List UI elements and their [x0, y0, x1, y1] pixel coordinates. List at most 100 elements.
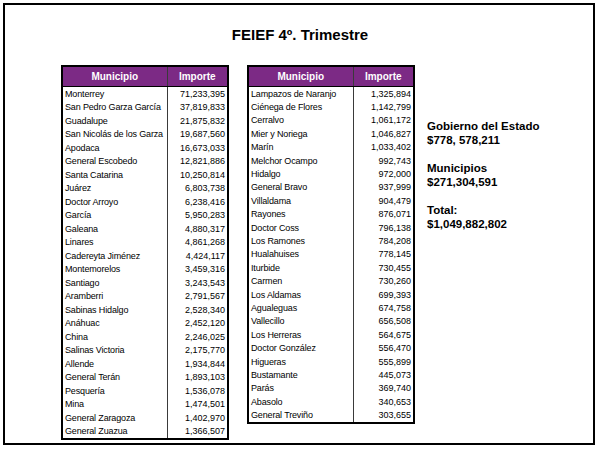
importe-cell: 340,653	[353, 395, 414, 408]
importe-cell: 3,243,543	[167, 276, 228, 290]
table-row: Los Herreras564,675	[248, 328, 414, 341]
summary-label: Municipios	[427, 161, 539, 175]
table-row: Aramberri2,791,567	[62, 290, 228, 304]
table-row: Iturbide730,455	[248, 261, 414, 274]
importe-cell: 71,233,395	[167, 87, 228, 101]
municipality-cell: Doctor González	[248, 341, 353, 354]
table-row: Doctor Coss796,138	[248, 221, 414, 234]
importe-cell: 4,861,268	[167, 236, 228, 250]
importe-cell: 796,138	[353, 221, 414, 234]
importe-cell: 1,366,507	[167, 425, 228, 440]
table-row: San Pedro Garza García37,819,833	[62, 101, 228, 115]
importe-cell: 303,655	[353, 408, 414, 422]
importe-cell: 1,402,970	[167, 411, 228, 425]
table-row: General Bravo937,999	[248, 181, 414, 194]
importe-cell: 445,073	[353, 368, 414, 381]
municipality-cell: Juárez	[62, 182, 167, 196]
table-row: Parás369,740	[248, 382, 414, 395]
importe-cell: 555,899	[353, 355, 414, 368]
importe-cell: 556,470	[353, 341, 414, 354]
table-row: General Terán1,893,103	[62, 371, 228, 385]
table-row: General Escobedo12,821,886	[62, 155, 228, 169]
importe-cell: 972,000	[353, 167, 414, 180]
municipality-cell: Los Ramones	[248, 234, 353, 247]
table-row: Vallecillo656,508	[248, 315, 414, 328]
importe-cell: 937,999	[353, 181, 414, 194]
municipality-cell: Mina	[62, 398, 167, 412]
municipality-cell: Doctor Coss	[248, 221, 353, 234]
importe-cell: 369,740	[353, 382, 414, 395]
municipality-cell: García	[62, 209, 167, 223]
municipality-cell: Monterrey	[62, 87, 167, 101]
importe-cell: 1,474,501	[167, 398, 228, 412]
table-row: Juárez6,803,738	[62, 182, 228, 196]
importe-cell: 16,673,033	[167, 141, 228, 155]
table-row: Rayones876,071	[248, 208, 414, 221]
table-row: Ciénega de Flores1,142,799	[248, 100, 414, 113]
table-row: Bustamante445,073	[248, 368, 414, 381]
municipality-cell: Linares	[62, 236, 167, 250]
summary-value: $778, 578,211	[427, 133, 539, 147]
importe-cell: 656,508	[353, 315, 414, 328]
table-row: Linares4,861,268	[62, 236, 228, 250]
table-header-row: Municipio Importe	[62, 66, 228, 87]
municipality-cell: Abasolo	[248, 395, 353, 408]
municipality-cell: Melchor Ocampo	[248, 154, 353, 167]
table-row: Cerralvo1,061,172	[248, 114, 414, 127]
table-row: Santiago3,243,543	[62, 276, 228, 290]
table-row: Doctor González556,470	[248, 341, 414, 354]
municipality-cell: Hualahuises	[248, 248, 353, 261]
table-row: Apodaca16,673,033	[62, 141, 228, 155]
table-row: Pesquería1,536,078	[62, 384, 228, 398]
importe-cell: 10,250,814	[167, 168, 228, 182]
importe-cell: 3,459,316	[167, 263, 228, 277]
summary-gobierno: Gobierno del Estado $778, 578,211	[427, 119, 539, 147]
table-row: Abasolo340,653	[248, 395, 414, 408]
municipality-table-left: Municipio Importe Monterrey71,233,395San…	[61, 65, 229, 440]
municipality-cell: Bustamante	[248, 368, 353, 381]
municipality-cell: Santiago	[62, 276, 167, 290]
page-title: FEIEF 4º. Trimestre	[0, 26, 600, 43]
municipality-cell: Santa Catarina	[62, 168, 167, 182]
importe-cell: 6,238,416	[167, 195, 228, 209]
column-header-municipio: Municipio	[248, 66, 353, 87]
summary-value: $271,304,591	[427, 175, 539, 189]
table-row: China2,246,025	[62, 330, 228, 344]
table-row: Cadereyta Jiménez4,424,117	[62, 249, 228, 263]
municipality-cell: Apodaca	[62, 141, 167, 155]
municipality-cell: Higueras	[248, 355, 353, 368]
municipality-cell: Allende	[62, 357, 167, 371]
importe-cell: 2,246,025	[167, 330, 228, 344]
column-header-importe: Importe	[167, 66, 228, 87]
table-row: Higueras555,899	[248, 355, 414, 368]
municipality-cell: General Terán	[62, 371, 167, 385]
municipality-cell: General Treviño	[248, 408, 353, 422]
table-row: Agualeguas674,758	[248, 301, 414, 314]
table-row: Guadalupe21,875,832	[62, 114, 228, 128]
importe-cell: 1,325,894	[353, 87, 414, 101]
municipality-cell: Guadalupe	[62, 114, 167, 128]
table-row: Montemorelos3,459,316	[62, 263, 228, 277]
municipality-cell: China	[62, 330, 167, 344]
municipality-cell: General Zuazua	[62, 425, 167, 440]
importe-cell: 37,819,833	[167, 101, 228, 115]
importe-cell: 778,145	[353, 248, 414, 261]
municipality-cell: Hidalgo	[248, 167, 353, 180]
summary-label: Total:	[427, 203, 539, 217]
importe-cell: 730,260	[353, 274, 414, 287]
table-row: Los Aldamas699,393	[248, 288, 414, 301]
importe-cell: 784,208	[353, 234, 414, 247]
municipality-cell: Mier y Noriega	[248, 127, 353, 140]
importe-cell: 674,758	[353, 301, 414, 314]
importe-cell: 12,821,886	[167, 155, 228, 169]
importe-cell: 21,875,832	[167, 114, 228, 128]
table-row: Mina1,474,501	[62, 398, 228, 412]
importe-cell: 1,046,827	[353, 127, 414, 140]
importe-cell: 5,950,283	[167, 209, 228, 223]
municipality-cell: General Zaragoza	[62, 411, 167, 425]
table-row: Salinas Victoria2,175,770	[62, 344, 228, 358]
column-header-importe: Importe	[353, 66, 414, 87]
table-row: Mier y Noriega1,046,827	[248, 127, 414, 140]
municipality-cell: San Nicolás de los Garza	[62, 128, 167, 142]
importe-cell: 2,452,120	[167, 317, 228, 331]
